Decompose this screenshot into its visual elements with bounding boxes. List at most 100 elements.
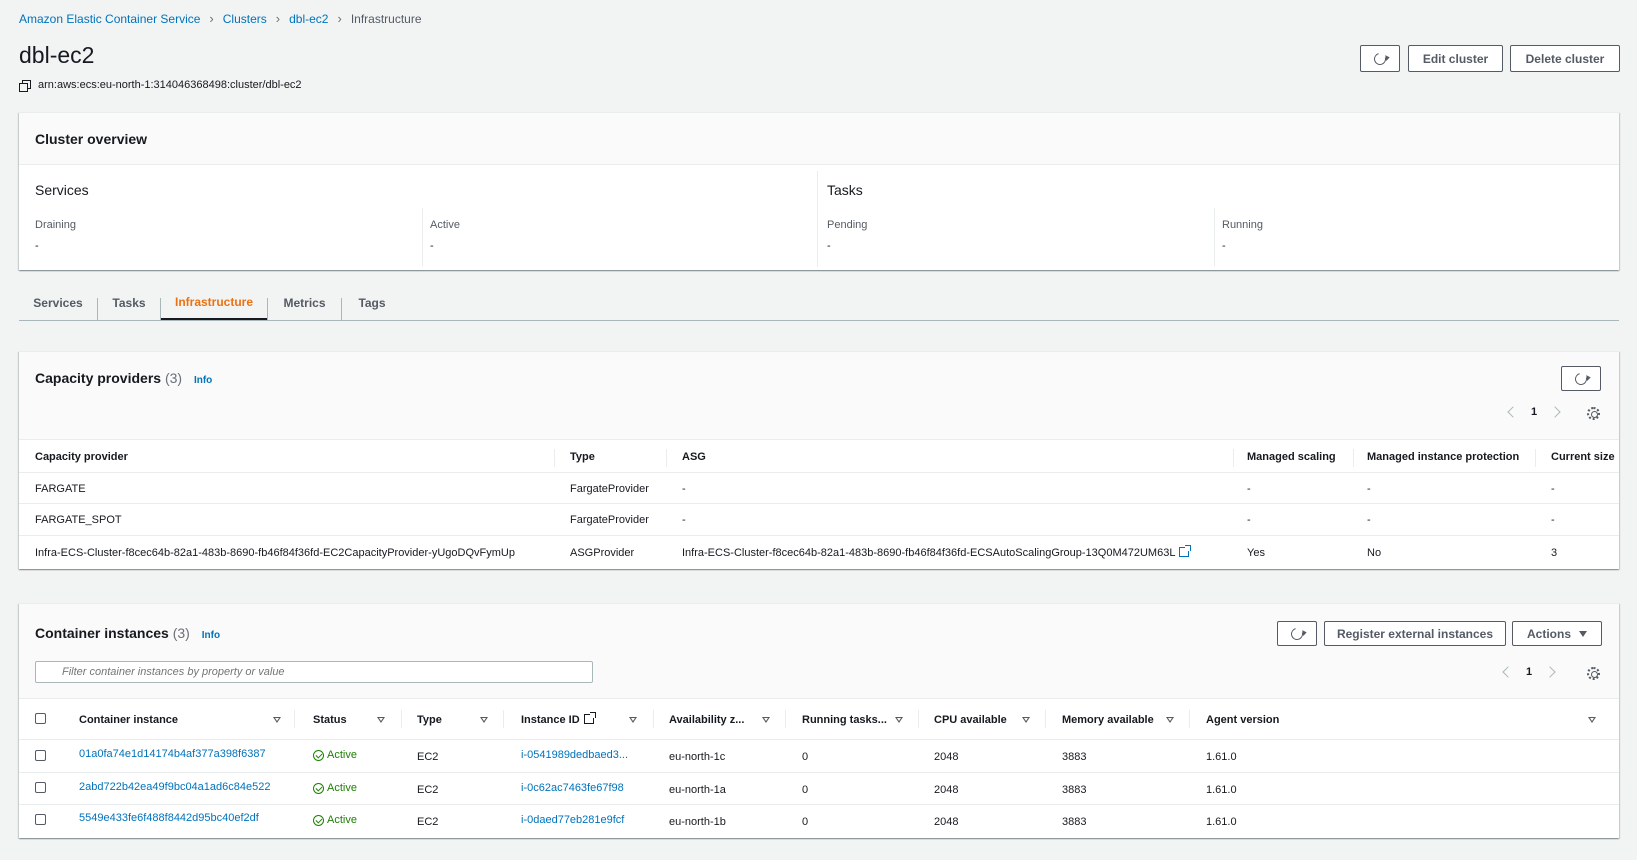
external-link-icon (1179, 545, 1192, 557)
col-cpu-available[interactable]: CPU available (934, 714, 1007, 726)
capacity-row-2-scaling: - (1247, 514, 1251, 526)
ec2-instance-link[interactable]: i-0c62ac7463fe67f98 (521, 782, 624, 794)
edit-cluster-button[interactable]: Edit cluster (1408, 45, 1503, 72)
sort-icon[interactable] (1166, 717, 1174, 723)
external-link-icon (583, 712, 596, 724)
status-badge: Active (313, 814, 357, 826)
select-all-checkbox[interactable] (35, 713, 46, 724)
col-container-instance[interactable]: Container instance (79, 714, 179, 726)
chevron-right-icon[interactable] (1544, 666, 1556, 678)
ec2-instance-link[interactable]: i-0541989dedbaed3... (521, 749, 629, 761)
capacity-row-3-asg-link[interactable]: Infra-ECS-Cluster-f8cec64b-82a1-483b-869… (682, 545, 1192, 559)
running-value: - (1222, 240, 1226, 252)
breadcrumb-ecs[interactable]: Amazon Elastic Container Service (19, 11, 201, 26)
instances-info-link[interactable]: Info (201, 630, 221, 641)
sort-icon[interactable] (1022, 717, 1030, 723)
check-circle-icon (313, 749, 324, 761)
col-agent-version[interactable]: Agent version (1206, 714, 1280, 726)
capacity-page-number[interactable]: 1 (1531, 406, 1538, 418)
instance-link[interactable]: 2abd722b42ea49f9bc04a1ad6c84e522 (79, 781, 271, 793)
memory-available: 3883 (1062, 816, 1087, 828)
chevron-right-icon: › (275, 11, 281, 26)
sort-icon[interactable] (377, 717, 385, 723)
active-label: Active (430, 219, 460, 231)
cpu-available: 2048 (934, 784, 959, 796)
refresh-capacity-button[interactable] (1561, 366, 1601, 391)
row-checkbox[interactable] (35, 814, 46, 825)
col-status[interactable]: Status (313, 714, 347, 726)
tab-tasks[interactable]: Tasks (112, 295, 146, 310)
availability-zone: eu-north-1a (669, 784, 726, 796)
capacity-info-link[interactable]: Info (193, 375, 213, 386)
sort-icon[interactable] (629, 717, 637, 723)
draining-value: - (35, 240, 39, 252)
tab-services[interactable]: Services (33, 295, 83, 310)
capacity-row-1-scaling: - (1247, 483, 1251, 495)
instance-type: EC2 (417, 784, 439, 796)
sort-icon[interactable] (273, 717, 281, 723)
instance-link[interactable]: 5549e433fe6f488f8442d95bc40ef2df (79, 812, 259, 824)
col-availability-zone[interactable]: Availability z... (669, 714, 745, 726)
col-running-tasks[interactable]: Running tasks... (802, 714, 887, 726)
row-checkbox[interactable] (35, 750, 46, 761)
tab-infrastructure[interactable]: Infrastructure (161, 285, 267, 320)
instance-type: EC2 (417, 816, 439, 828)
capacity-row-1-provider: FARGATE (35, 483, 86, 495)
sort-icon[interactable] (1588, 717, 1596, 723)
cpu-available: 2048 (934, 816, 959, 828)
chevron-left-icon[interactable] (1502, 666, 1514, 678)
register-external-instances-button[interactable]: Register external instances (1324, 621, 1506, 646)
copy-icon[interactable] (19, 79, 31, 92)
agent-version: 1.61.0 (1206, 816, 1237, 828)
capacity-row-2-type: FargateProvider (570, 514, 649, 526)
memory-available: 3883 (1062, 751, 1087, 763)
tab-metrics[interactable]: Metrics (283, 295, 326, 310)
agent-version: 1.61.0 (1206, 784, 1237, 796)
actions-dropdown[interactable]: Actions (1512, 621, 1602, 646)
chevron-right-icon[interactable] (1549, 406, 1561, 418)
memory-available: 3883 (1062, 784, 1087, 796)
sort-icon[interactable] (895, 717, 903, 723)
capacity-row-1-asg: - (682, 483, 686, 495)
col-managed-protection: Managed instance protection (1367, 451, 1520, 463)
instances-pagination: 1 (1502, 666, 1556, 678)
refresh-cluster-button[interactable] (1360, 45, 1400, 72)
gear-icon[interactable] (1587, 407, 1600, 420)
breadcrumb-current: Infrastructure (350, 11, 422, 26)
delete-cluster-button[interactable]: Delete cluster (1510, 45, 1620, 72)
sort-icon[interactable] (480, 717, 488, 723)
running-label: Running (1222, 219, 1263, 231)
cluster-overview-panel: Cluster overview Services Draining - Act… (19, 112, 1619, 270)
refresh-icon (1371, 50, 1389, 67)
row-checkbox[interactable] (35, 782, 46, 793)
container-instances-title: Container instances (3) Info (35, 625, 221, 641)
filter-instances-input[interactable] (35, 661, 593, 683)
running-tasks: 0 (802, 816, 809, 828)
gear-icon[interactable] (1587, 667, 1600, 680)
instances-page-number[interactable]: 1 (1526, 666, 1533, 678)
instance-link[interactable]: 01a0fa74e1d14174b4af377a398f6387 (79, 748, 266, 760)
col-capacity-provider: Capacity provider (35, 451, 128, 463)
container-instances-panel: Container instances (3) Info Register ex… (19, 603, 1619, 838)
sort-icon[interactable] (762, 717, 770, 723)
col-type[interactable]: Type (417, 714, 442, 726)
caret-down-icon (1579, 630, 1587, 637)
refresh-instances-button[interactable] (1277, 621, 1317, 646)
cluster-arn: arn:aws:ecs:eu-north-1:314046368498:clus… (19, 79, 302, 92)
capacity-row-3-size: 3 (1551, 547, 1558, 559)
active-value: - (430, 240, 434, 252)
refresh-icon (1572, 370, 1590, 387)
running-tasks: 0 (802, 784, 809, 796)
col-managed-scaling: Managed scaling (1247, 451, 1336, 463)
col-instance-id[interactable]: Instance ID (521, 712, 596, 726)
breadcrumb-cluster[interactable]: dbl-ec2 (289, 11, 329, 26)
chevron-left-icon[interactable] (1507, 406, 1519, 418)
tab-tags[interactable]: Tags (358, 295, 386, 310)
running-tasks: 0 (802, 751, 809, 763)
col-memory-available[interactable]: Memory available (1062, 714, 1154, 726)
ec2-instance-link[interactable]: i-0daed77eb281e9fcf (521, 814, 625, 826)
cluster-tabs: Services Tasks Infrastructure Metrics Ta… (19, 285, 1619, 321)
breadcrumb-clusters[interactable]: Clusters (222, 11, 267, 26)
refresh-icon (1288, 625, 1306, 642)
availability-zone: eu-north-1b (669, 816, 726, 828)
